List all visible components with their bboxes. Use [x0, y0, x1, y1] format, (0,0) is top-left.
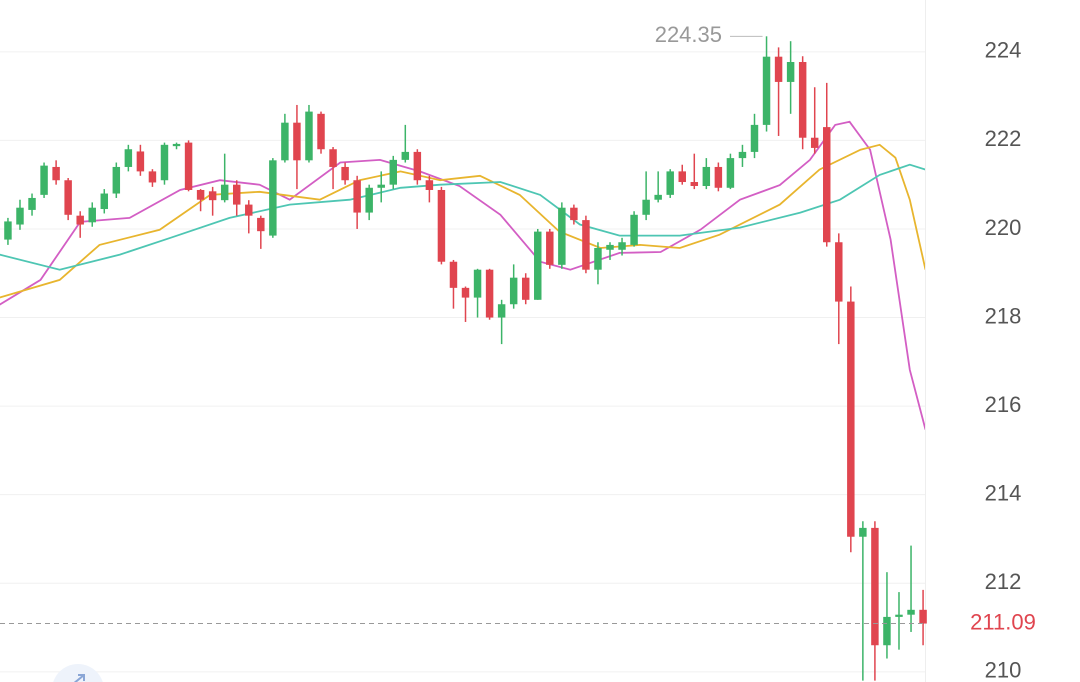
y-tick-label: 220 [985, 215, 1022, 240]
candle-body [112, 166, 121, 194]
candle-body [786, 62, 795, 82]
candle-body [859, 527, 867, 537]
candle-body [618, 242, 626, 250]
candle-body [401, 151, 410, 160]
candle-body [329, 149, 337, 167]
candle-body [100, 193, 109, 210]
candle-body [642, 199, 650, 215]
candle-body [4, 221, 12, 240]
grid: 210 212 214 216 218 220 222 224 [0, 38, 1021, 682]
candle-body [184, 142, 193, 190]
candle-body [497, 304, 506, 318]
candle-body [449, 261, 458, 288]
y-tick-label: 210 [985, 658, 1022, 682]
candle-body [907, 609, 915, 615]
candle-body [16, 207, 24, 225]
y-tick-label: 216 [985, 392, 1022, 417]
y-tick-label: 212 [985, 569, 1022, 594]
candle-body [269, 160, 277, 236]
scroll-icon [53, 664, 103, 682]
candle-body [220, 184, 229, 201]
candle-body [823, 127, 831, 243]
candle-body [750, 124, 759, 152]
candle-body [232, 184, 241, 205]
candle-body [726, 158, 735, 188]
candle-body [245, 204, 253, 216]
candle-body [64, 180, 72, 215]
candle-body [365, 187, 373, 213]
candle-body [534, 231, 542, 300]
candle-body [895, 614, 903, 617]
candle-body [52, 166, 60, 181]
candle-body [582, 220, 590, 270]
candle-body [690, 182, 699, 186]
candle-body [774, 56, 783, 82]
candle-body [281, 122, 289, 161]
last-price-label: 211.09 [970, 609, 1036, 634]
candle-body [341, 166, 349, 181]
candle-body [377, 184, 385, 188]
candle-body [413, 151, 422, 181]
candle-body [305, 111, 313, 161]
candle-body [257, 217, 265, 232]
candle-body [40, 165, 48, 195]
candle-body [883, 616, 891, 646]
candle-body [919, 609, 927, 624]
candle-body [847, 301, 855, 537]
candle-body [835, 242, 843, 302]
candle-body [666, 171, 674, 195]
candle-body [871, 527, 879, 646]
candle-body [353, 180, 361, 213]
candle-body [606, 244, 614, 250]
candle-body [317, 113, 325, 150]
candle-body [148, 171, 157, 183]
max-label: 224.35 [655, 22, 722, 47]
candle-body [160, 144, 169, 181]
overlay: 224.35 211.09 [0, 22, 1036, 634]
candle-body [28, 197, 36, 210]
candle-body [172, 143, 181, 147]
candles [4, 36, 927, 681]
candle-body [714, 166, 723, 188]
candle-body [594, 248, 602, 270]
candle-body [678, 171, 686, 183]
candle-body [389, 159, 397, 185]
candle-body [654, 194, 662, 200]
candle-body [196, 189, 205, 200]
candle-body [124, 149, 133, 167]
candle-body [521, 277, 530, 300]
ma-line [0, 143, 925, 299]
ma-line [0, 163, 925, 271]
candle-body [558, 207, 566, 265]
y-tick-label: 224 [985, 38, 1022, 63]
candle-body [762, 56, 771, 125]
candle-body [425, 180, 434, 190]
candle-body [136, 151, 145, 172]
candle-body [437, 189, 446, 262]
y-tick-label: 214 [985, 480, 1022, 505]
candle-body [293, 122, 301, 161]
candle-body [461, 287, 470, 298]
candle-body [509, 277, 518, 305]
y-tick-label: 218 [985, 303, 1022, 328]
candle-body [798, 62, 807, 138]
candle-body [702, 166, 711, 186]
candle-body [76, 215, 84, 225]
candle-body [810, 137, 819, 148]
candle-body [485, 269, 494, 318]
candle-body [738, 151, 747, 159]
candle-body [208, 191, 217, 201]
candle-body [630, 214, 638, 245]
candle-body [570, 207, 578, 221]
y-tick-label: 222 [985, 126, 1022, 151]
candle-body [546, 231, 554, 265]
candle-body [88, 207, 96, 223]
candle-body [473, 269, 482, 298]
